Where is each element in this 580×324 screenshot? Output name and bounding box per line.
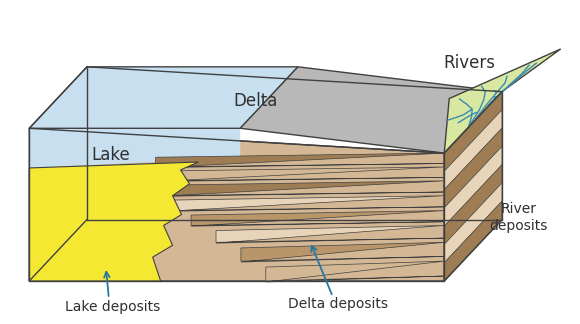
Polygon shape [155, 153, 444, 168]
Polygon shape [155, 181, 444, 196]
Polygon shape [444, 92, 502, 281]
Polygon shape [29, 162, 198, 281]
Polygon shape [155, 167, 444, 181]
Text: Delta: Delta [233, 92, 277, 110]
Text: Rivers: Rivers [443, 54, 495, 72]
Polygon shape [29, 67, 298, 128]
Text: Lake: Lake [92, 146, 130, 164]
Polygon shape [166, 196, 444, 211]
Polygon shape [444, 110, 502, 190]
Polygon shape [266, 261, 444, 282]
Polygon shape [444, 183, 502, 263]
Polygon shape [240, 67, 502, 153]
Polygon shape [444, 128, 502, 208]
Polygon shape [29, 128, 240, 168]
Text: River
deposits: River deposits [490, 202, 548, 233]
Polygon shape [444, 165, 502, 244]
Text: Lake deposits: Lake deposits [65, 300, 161, 314]
Polygon shape [444, 92, 502, 171]
Polygon shape [216, 226, 444, 243]
Polygon shape [241, 242, 444, 262]
Polygon shape [444, 146, 502, 226]
Polygon shape [29, 128, 444, 281]
Text: Delta deposits: Delta deposits [288, 297, 388, 311]
Polygon shape [191, 211, 444, 226]
Polygon shape [444, 49, 561, 153]
Polygon shape [444, 201, 502, 281]
